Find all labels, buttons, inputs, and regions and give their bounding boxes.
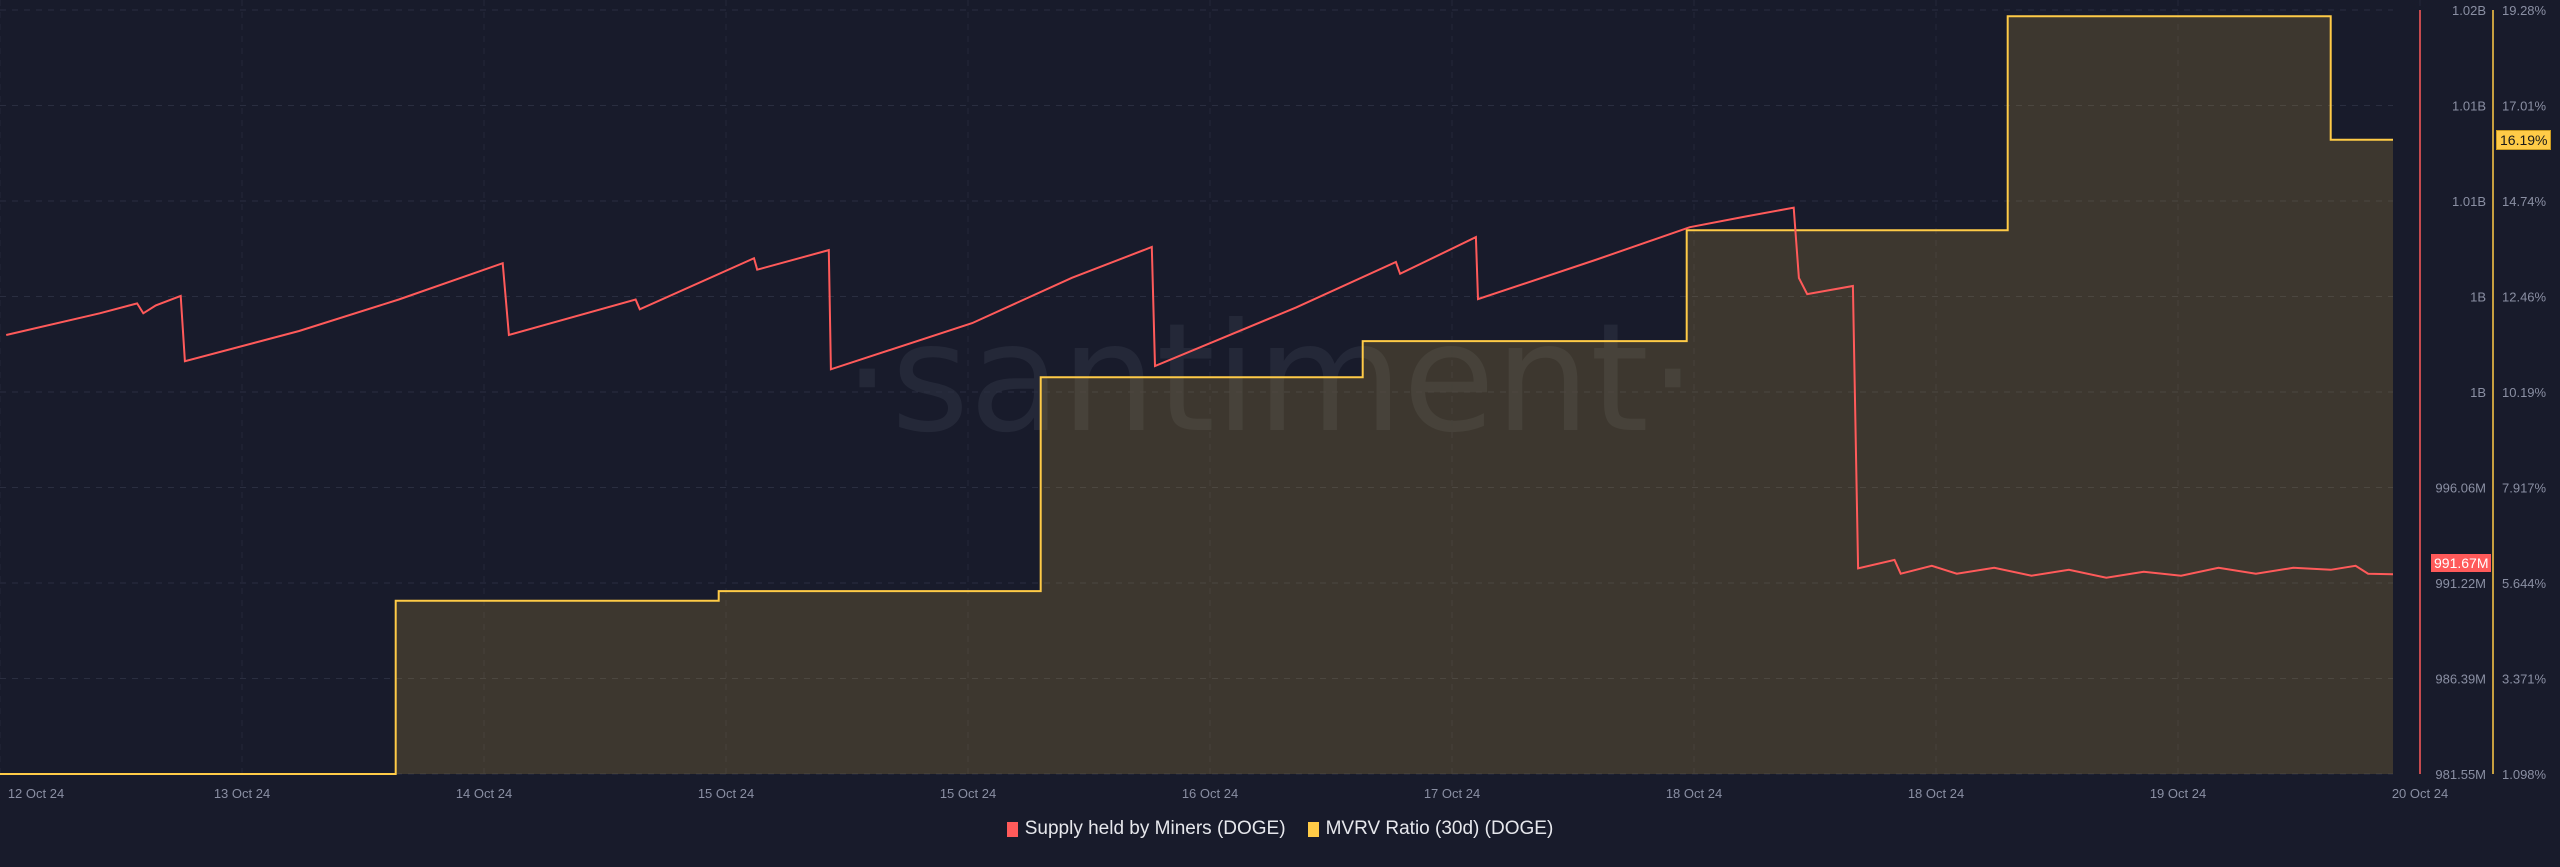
legend-item-mvrv[interactable]: MVRV Ratio (30d) (DOGE): [1307, 818, 1554, 840]
legend-label-supply: Supply held by Miners (DOGE): [1024, 818, 1286, 839]
y-left-tick-label: 986.39M: [2435, 672, 2486, 687]
y-left-tick-label: 981.55M: [2435, 767, 2486, 782]
y-right-tick-label: 14.74%: [2502, 194, 2547, 209]
legend: Supply held by Miners (DOGE) MVRV Ratio …: [0, 818, 2560, 840]
x-tick-label: 18 Oct 24: [1908, 786, 1964, 801]
y-axis-right: 19.28% 17.01% 14.74% 12.46% 10.19% 7.917% 5.64…: [2502, 3, 2547, 782]
x-tick-label: 15 Oct 24: [698, 786, 754, 801]
x-tick-label: 14 Oct 24: [456, 786, 512, 801]
y-right-tick-label: 7.917%: [2502, 481, 2547, 496]
supply-held-by-miners-line: [5, 206, 2394, 579]
y-left-tick-label: 991.22M: [2435, 576, 2486, 591]
supply-last-value-badge: 991.67M: [2431, 554, 2492, 572]
y-right-tick-label: 19.28%: [2502, 3, 2547, 18]
legend-label-mvrv: MVRV Ratio (30d) (DOGE): [1325, 818, 1554, 839]
x-tick-label: 13 Oct 24: [214, 786, 270, 801]
y-right-tick-label: 12.46%: [2502, 290, 2547, 305]
x-tick-label: 15 Oct 24: [940, 786, 996, 801]
legend-item-supply[interactable]: Supply held by Miners (DOGE): [1006, 818, 1286, 840]
y-right-tick-label: 5.644%: [2502, 576, 2547, 591]
y-left-tick-label: 1.01B: [2452, 99, 2486, 114]
y-right-tick-label: 1.098%: [2502, 767, 2547, 782]
x-tick-label: 12 Oct 24: [8, 786, 64, 801]
x-tick-label: 18 Oct 24: [1666, 786, 1722, 801]
mvrv-last-value-badge: 16.19%: [2496, 130, 2552, 150]
y-right-tick-label: 10.19%: [2502, 385, 2547, 400]
legend-swatch-supply: [1006, 821, 1018, 837]
x-tick-label: 20 Oct 24: [2392, 786, 2448, 801]
y-left-tick-label: 1B: [2470, 290, 2486, 305]
y-left-tick-label: 996.06M: [2435, 481, 2486, 496]
y-left-tick-label: 1.02B: [2452, 3, 2486, 18]
legend-swatch-mvrv: [1307, 821, 1319, 837]
y-right-tick-label: 3.371%: [2502, 672, 2547, 687]
mvrv-ratio-line: [0, 15, 2393, 775]
y-right-tick-label: 17.01%: [2502, 99, 2547, 114]
y-left-tick-label: 1.01B: [2452, 194, 2486, 209]
x-tick-label: 17 Oct 24: [1424, 786, 1480, 801]
watermark: ·santiment·: [843, 292, 1696, 466]
x-tick-label: 16 Oct 24: [1182, 786, 1238, 801]
y-left-tick-label: 1B: [2470, 385, 2486, 400]
series-layer: [0, 15, 2394, 775]
x-axis: 12 Oct 24 13 Oct 24 14 Oct 24 15 Oct 24 15 O…: [8, 786, 2448, 801]
mvrv-area-fill: [0, 16, 2393, 775]
y-axis-left: 1.02B 1.01B 1.01B 1B 1B 996.06M 991.22M 986.39M…: [2435, 3, 2486, 782]
grid: [0, 0, 2421, 775]
x-tick-label: 19 Oct 24: [2150, 786, 2206, 801]
